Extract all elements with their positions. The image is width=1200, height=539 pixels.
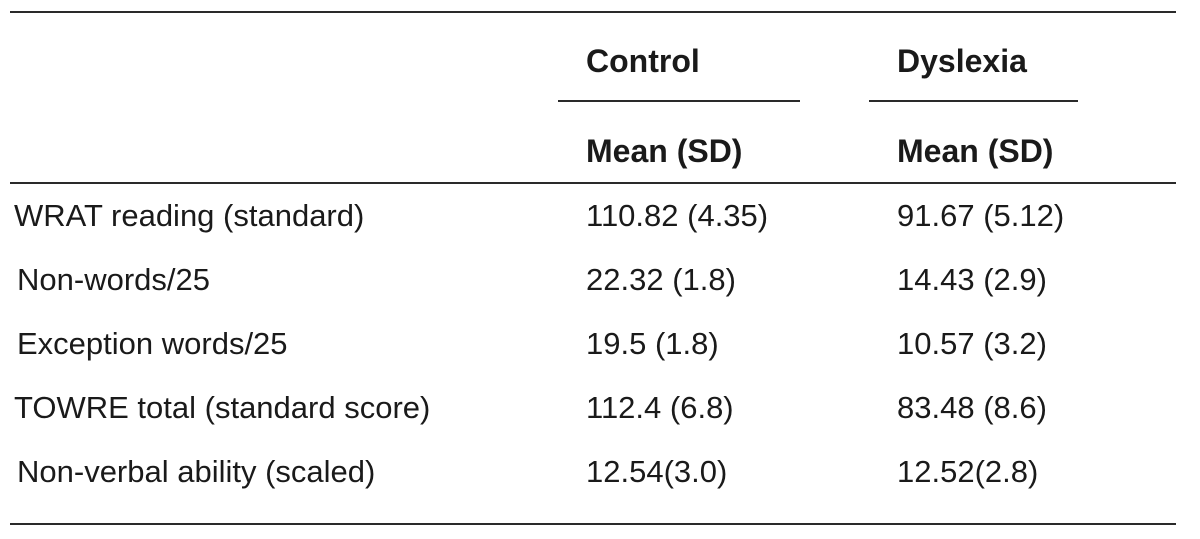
control-value: 22.32 (1.8) <box>586 262 736 297</box>
table-row: TOWRE total (standard score) 112.4 (6.8)… <box>0 376 1200 440</box>
table-top-rule <box>10 11 1176 13</box>
row-label: WRAT reading (standard) <box>14 198 365 233</box>
row-label: Non-verbal ability (scaled) <box>17 454 376 489</box>
dyslexia-group-underline <box>869 100 1078 102</box>
table-row: WRAT reading (standard) 110.82 (4.35) 91… <box>0 184 1200 248</box>
column-subheader-control: Mean (SD) <box>586 133 743 169</box>
control-value: 112.4 (6.8) <box>586 390 734 425</box>
dyslexia-value: 14.43 (2.9) <box>897 262 1047 297</box>
control-value: 12.54(3.0) <box>586 454 728 489</box>
table-row: Exception words/25 19.5 (1.8) 10.57 (3.2… <box>0 312 1200 376</box>
dyslexia-value: 83.48 (8.6) <box>897 390 1047 425</box>
row-label: Exception words/25 <box>17 326 288 361</box>
row-label: TOWRE total (standard score) <box>14 390 431 425</box>
column-group-header-dyslexia: Dyslexia <box>897 43 1027 79</box>
control-group-underline <box>558 100 800 102</box>
column-subheader-dyslexia: Mean (SD) <box>897 133 1054 169</box>
table-row: Non-verbal ability (scaled) 12.54(3.0) 1… <box>0 440 1200 504</box>
dyslexia-value: 91.67 (5.12) <box>897 198 1065 233</box>
table-bottom-rule <box>10 523 1176 525</box>
table-row: Non-words/25 22.32 (1.8) 14.43 (2.9) <box>0 248 1200 312</box>
table-body: WRAT reading (standard) 110.82 (4.35) 91… <box>0 184 1200 504</box>
control-value: 110.82 (4.35) <box>586 198 769 233</box>
row-label: Non-words/25 <box>17 262 210 297</box>
control-value: 19.5 (1.8) <box>586 326 719 361</box>
dyslexia-value: 12.52(2.8) <box>897 454 1039 489</box>
dyslexia-value: 10.57 (3.2) <box>897 326 1047 361</box>
column-group-header-control: Control <box>586 43 700 79</box>
header-bottom-rule <box>10 182 1176 184</box>
